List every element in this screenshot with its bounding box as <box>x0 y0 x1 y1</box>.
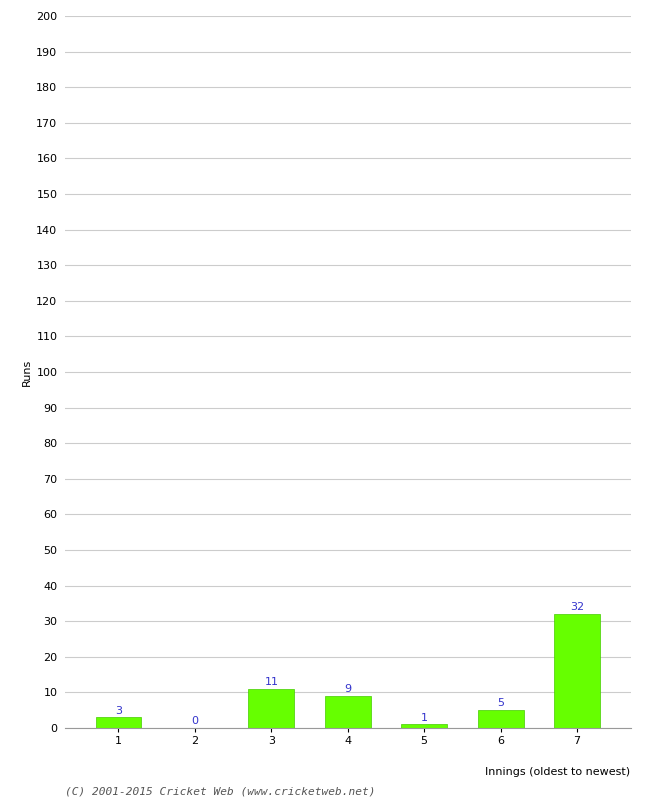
Text: (C) 2001-2015 Cricket Web (www.cricketweb.net): (C) 2001-2015 Cricket Web (www.cricketwe… <box>65 786 376 796</box>
Text: 5: 5 <box>497 698 504 709</box>
Text: 11: 11 <box>265 677 278 687</box>
Bar <box>478 710 523 728</box>
Text: 32: 32 <box>570 602 584 612</box>
Bar <box>248 689 294 728</box>
Bar <box>554 614 600 728</box>
Text: 0: 0 <box>191 716 198 726</box>
Text: 9: 9 <box>344 684 351 694</box>
Bar <box>401 725 447 728</box>
Text: 1: 1 <box>421 713 428 722</box>
Text: 3: 3 <box>115 706 122 715</box>
Text: Innings (oldest to newest): Innings (oldest to newest) <box>486 767 630 777</box>
Bar <box>96 718 142 728</box>
Bar <box>325 696 370 728</box>
Y-axis label: Runs: Runs <box>22 358 32 386</box>
